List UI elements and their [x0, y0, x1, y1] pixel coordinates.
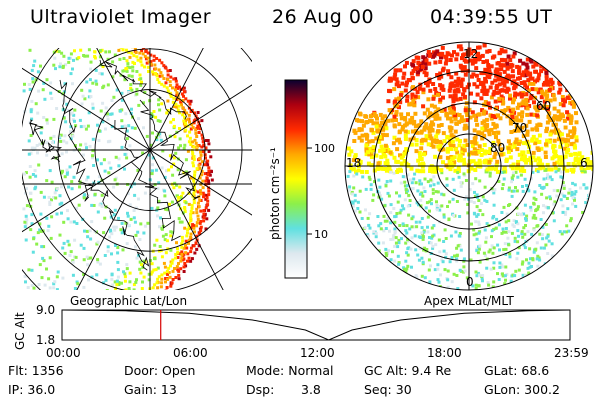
timeline-x-ticks: 00:00 06:00 12:00 18:00 23:59: [46, 346, 589, 360]
timeline-y-ticks: 9.0 1.8: [36, 303, 55, 347]
timeline-ytick-label: 1.8: [36, 333, 55, 347]
status-glat: GLat: 68.6: [484, 363, 550, 378]
status-seq: Seq: 30: [364, 382, 412, 397]
status-ip: IP: 36.0: [8, 382, 56, 397]
mlt-label-6: 6: [580, 156, 588, 170]
colorbar-tick-100: 100: [314, 142, 335, 155]
altitude-series-line: [61, 309, 571, 341]
mlat-label-60: 60: [536, 99, 551, 113]
geo-panel-label: Geographic Lat/Lon: [70, 294, 188, 308]
mlat-label-70: 70: [512, 121, 527, 135]
instrument-title: Ultraviolet Imager: [30, 6, 212, 28]
colorbar-tick-10: 10: [314, 228, 328, 241]
status-dsp-label: Dsp:: [246, 382, 275, 397]
timeline-ylabel: GC Alt: [13, 312, 27, 350]
geo-coastlines: [29, 59, 201, 271]
timeline-xtick-label: 23:59: [554, 346, 589, 360]
timeline-ytick-label: 9.0: [36, 303, 55, 317]
status-door: Door: Open: [124, 363, 196, 378]
timeline-xtick-label: 06:00: [173, 346, 208, 360]
status-mode: Mode: Normal: [246, 363, 334, 378]
header-date: 26 Aug 00: [272, 6, 375, 28]
status-glon: GLon: 300.2: [484, 382, 560, 397]
timeline-xtick-label: 18:00: [427, 346, 462, 360]
timeline-xtick-label: 00:00: [46, 346, 81, 360]
colorbar-gradient: [284, 79, 308, 279]
header-time: 04:39:55 UT: [430, 6, 553, 28]
status-gc-alt: GC Alt: 9.4 Re: [364, 363, 452, 378]
mlt-label-12: 12: [463, 47, 478, 61]
timeline-frame: [61, 309, 571, 341]
polar-aurora-scatter: [346, 43, 593, 290]
status-flt: Flt: 1356: [8, 363, 64, 378]
status-gain: Gain: 13: [124, 382, 177, 397]
polar-panel-label: Apex MLat/MLT: [424, 294, 514, 308]
mlt-label-0: 0: [466, 275, 474, 289]
status-dsp-value: 3.8: [301, 382, 321, 397]
timeline-xtick-label: 12:00: [300, 346, 335, 360]
mlat-label-80: 80: [490, 141, 505, 155]
mlt-label-18: 18: [346, 156, 361, 170]
colorbar-unit-label: photon cm⁻²s⁻¹: [268, 147, 282, 240]
